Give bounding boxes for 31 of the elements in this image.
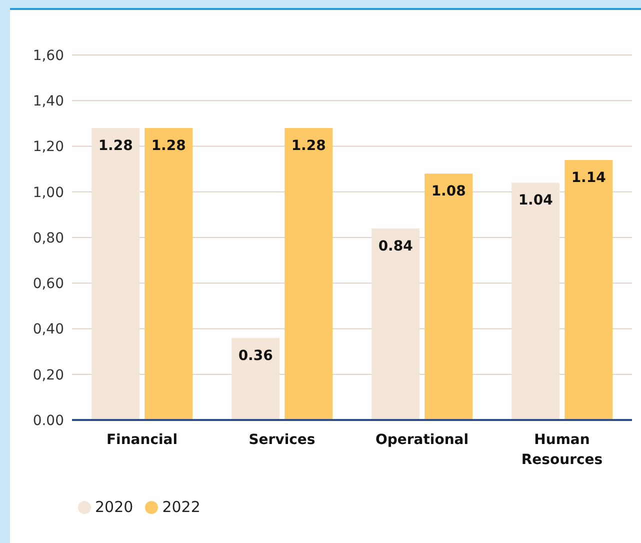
data-label: 0.36 — [238, 348, 273, 364]
y-tick-label: 0,20 — [32, 367, 64, 384]
y-tick-label: 0.00 — [32, 412, 64, 429]
data-label: 1.28 — [98, 138, 133, 154]
x-tick-label: Operational — [375, 432, 469, 448]
bar — [92, 128, 140, 420]
data-label: 1.14 — [571, 170, 606, 186]
bar — [372, 228, 420, 420]
bar — [232, 338, 280, 420]
y-tick-label: 1,00 — [32, 184, 64, 201]
bar — [512, 182, 560, 420]
x-tick-label: Human Resources — [521, 432, 603, 468]
data-label: 1.04 — [518, 192, 554, 209]
data-label: 1.28 — [151, 138, 186, 154]
y-tick-label: 0,40 — [32, 322, 64, 338]
bar — [564, 160, 613, 420]
bar — [144, 128, 193, 420]
data-label: 1.08 — [431, 184, 466, 200]
data-label: 1.28 — [291, 138, 326, 154]
x-tick-label: Services — [248, 432, 316, 448]
y-tick-label: 1,20 — [32, 139, 64, 156]
bar — [424, 174, 473, 420]
y-tick-label: 0,60 — [32, 276, 64, 292]
y-tick-label: 1,60 — [32, 48, 64, 64]
legend-label: 2020 — [95, 498, 134, 516]
y-tick-label: 0,80 — [32, 230, 64, 246]
bar — [284, 128, 333, 420]
data-label: 0.84 — [378, 238, 414, 254]
legend-label: 2022 — [162, 498, 200, 516]
y-tick-label: 1,40 — [32, 94, 64, 110]
x-tick-label: Financial — [106, 432, 178, 448]
